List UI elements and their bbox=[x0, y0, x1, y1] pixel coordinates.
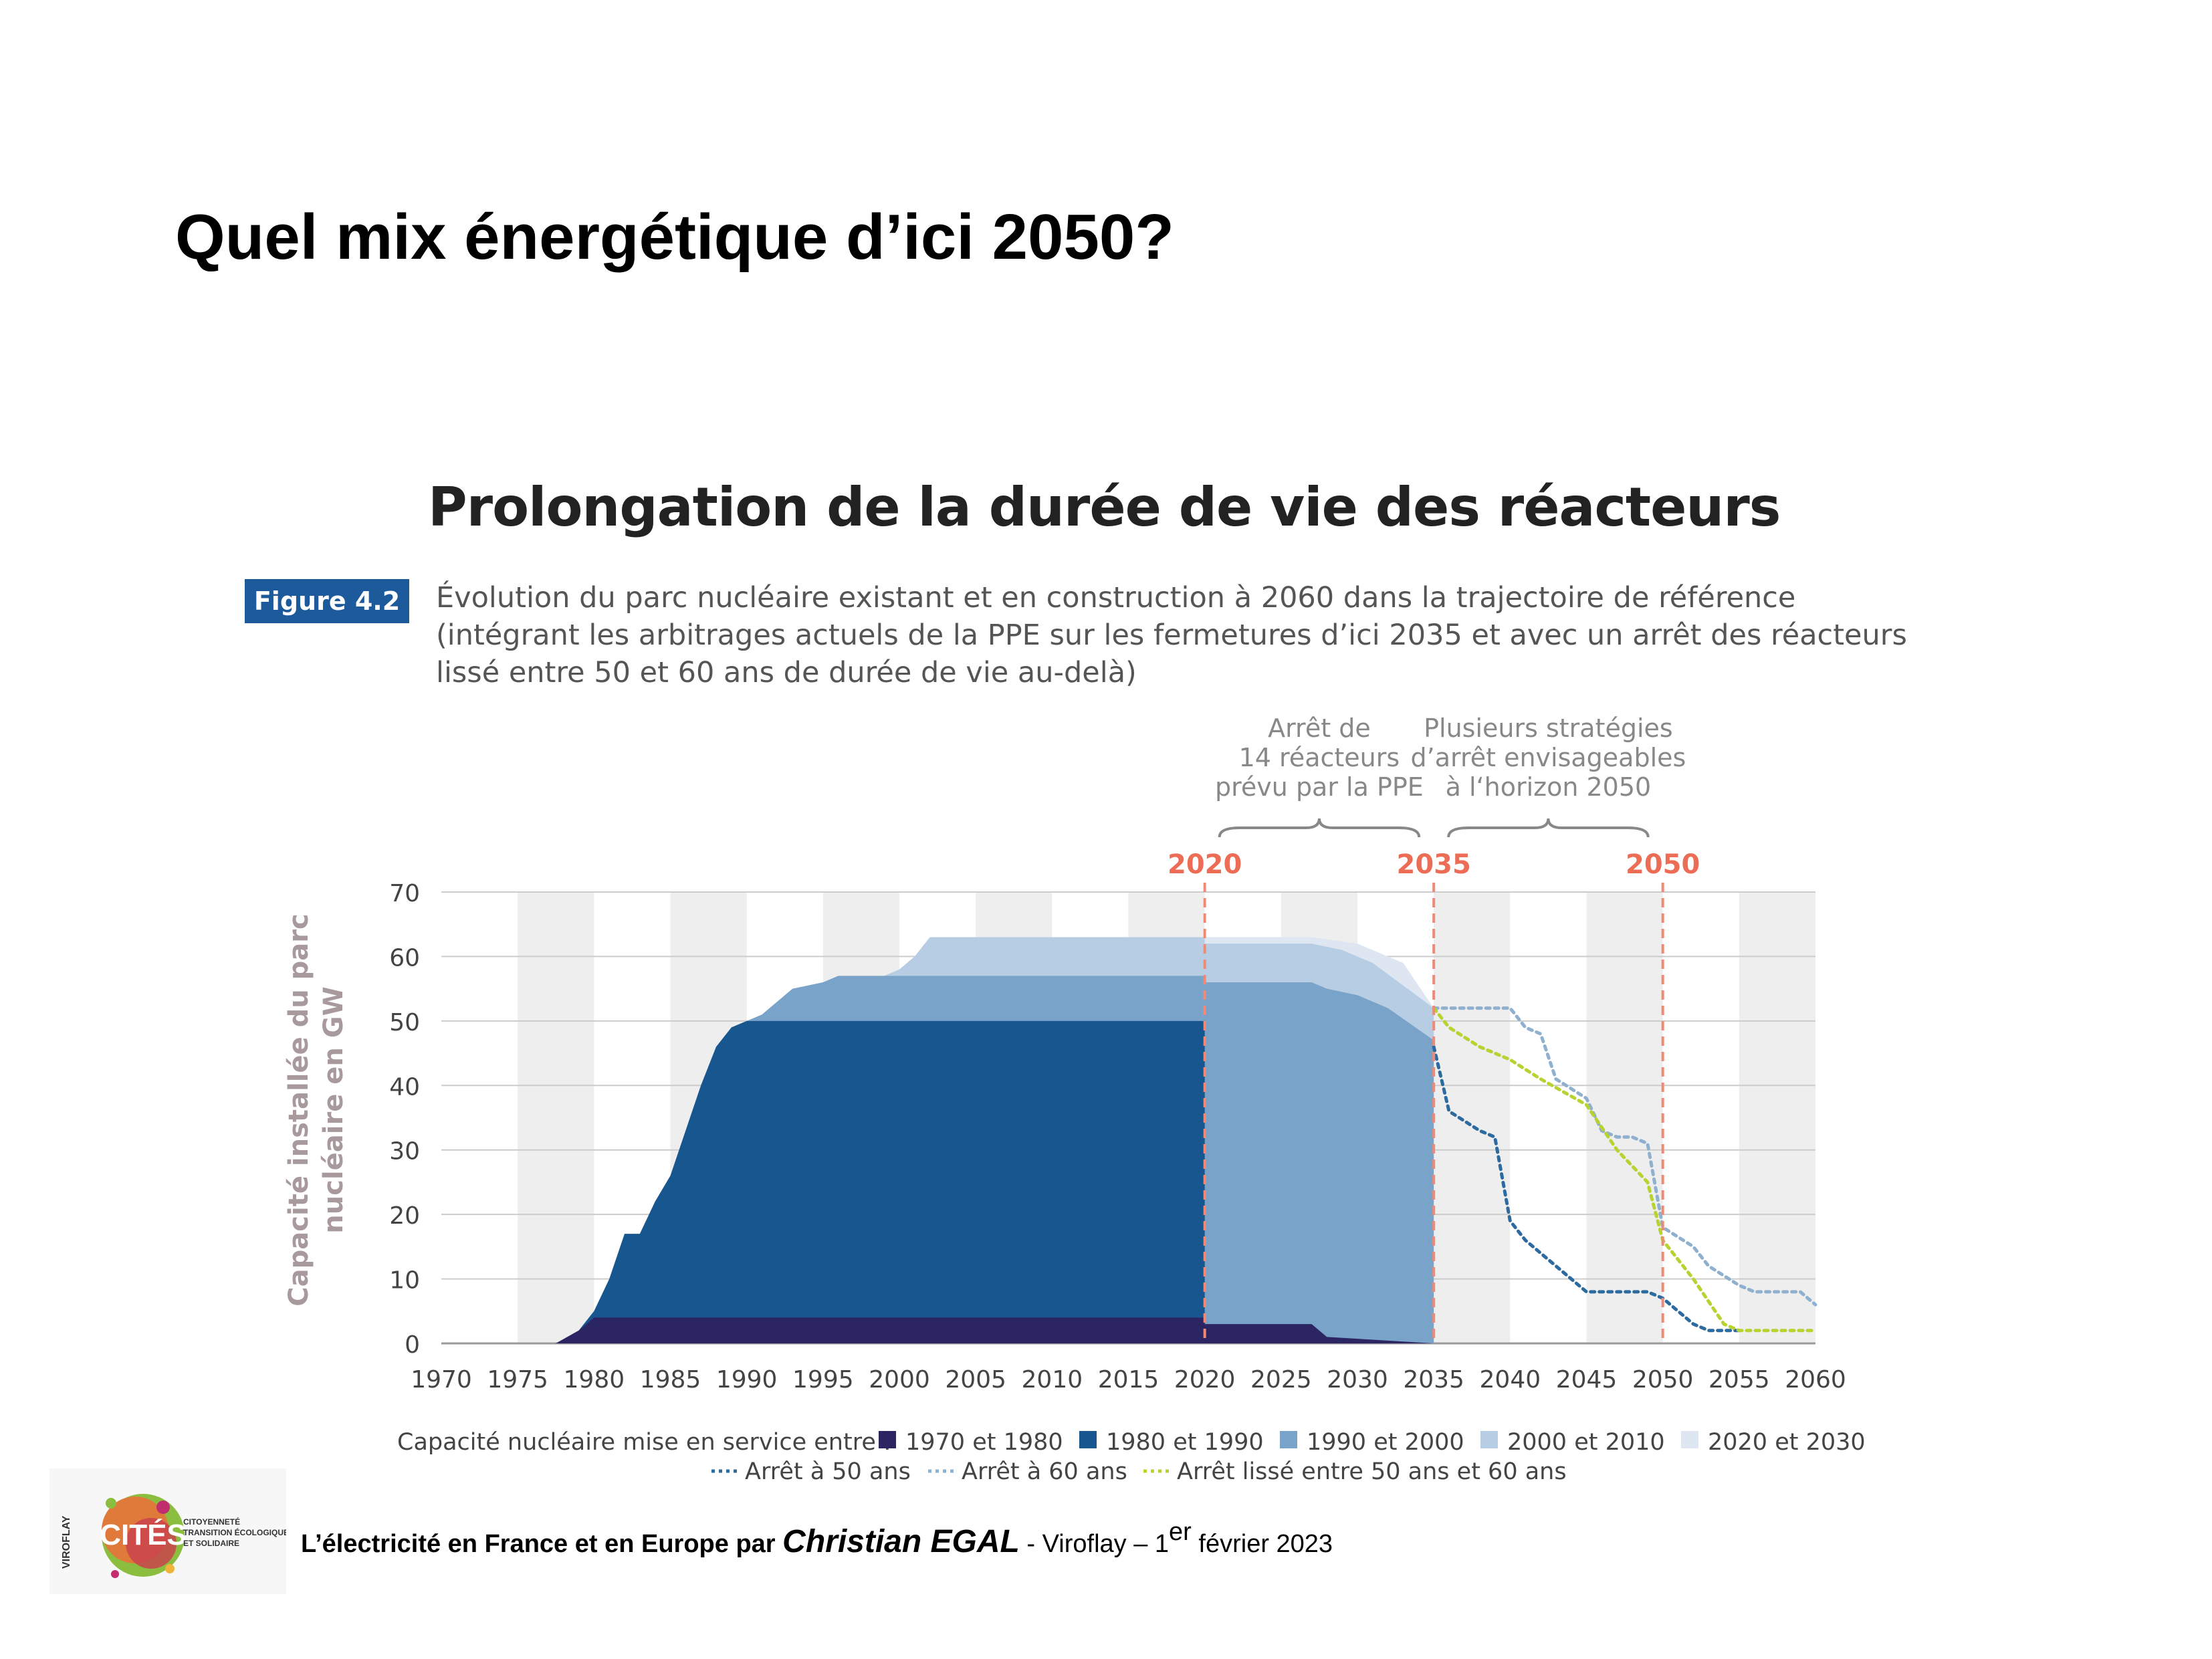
logo-tagline: TRANSITION ÉCOLOGIQUE bbox=[183, 1527, 286, 1537]
x-tick-label: 2010 bbox=[1022, 1366, 1083, 1394]
marker-label-2035: 2035 bbox=[1397, 849, 1471, 880]
y-tick-label: 70 bbox=[389, 880, 420, 907]
legend-label: 1990 et 2000 bbox=[1307, 1429, 1464, 1456]
x-tick-label: 1995 bbox=[792, 1366, 854, 1394]
annotation-text: prévu par la PPE bbox=[1215, 772, 1424, 802]
legend-label: Arrêt à 50 ans bbox=[745, 1458, 911, 1485]
legend-label: 1980 et 1990 bbox=[1106, 1429, 1264, 1456]
slide-title: Quel mix énergétique d’ici 2050? bbox=[175, 201, 1174, 273]
footer: L’électricité en France et en Europe par… bbox=[301, 1518, 1333, 1560]
x-tick-label: 2050 bbox=[1632, 1366, 1694, 1394]
y-tick-label: 50 bbox=[389, 1009, 420, 1036]
legend-label: Arrêt lissé entre 50 ans et 60 ans bbox=[1177, 1458, 1567, 1485]
logo-side-text: VIROFLAY bbox=[61, 1515, 72, 1569]
x-tick-label: 1980 bbox=[564, 1366, 625, 1394]
footer-title: L’électricité en France et en Europe par bbox=[301, 1530, 783, 1558]
grid-band bbox=[1434, 892, 1511, 1343]
y-tick-label: 40 bbox=[389, 1073, 420, 1101]
chart-heading: Prolongation de la durée de vie des réac… bbox=[428, 476, 1781, 538]
x-tick-label: 2030 bbox=[1327, 1366, 1388, 1394]
figure-badge: Figure 4.2 bbox=[245, 579, 409, 623]
legend-label: Arrêt à 60 ans bbox=[962, 1458, 1127, 1485]
x-tick-label: 2025 bbox=[1250, 1366, 1312, 1394]
x-tick-label: 2055 bbox=[1708, 1366, 1770, 1394]
y-axis-label: Capacité installée du parc nucléaire en G… bbox=[284, 913, 349, 1306]
legend-swatch bbox=[1480, 1431, 1498, 1448]
legend-label: 1970 et 1980 bbox=[905, 1429, 1063, 1456]
x-tick-label: 2020 bbox=[1174, 1366, 1236, 1394]
grid-band bbox=[518, 892, 594, 1343]
x-tick-label: 1970 bbox=[411, 1366, 472, 1394]
footer-date: février 2023 bbox=[1191, 1530, 1333, 1558]
marker-label-2050: 2050 bbox=[1626, 849, 1700, 880]
logo-tagline: CITOYENNETÉ bbox=[183, 1517, 240, 1527]
marker-label-2020: 2020 bbox=[1168, 849, 1242, 880]
line-Arrêt-à-60-ans bbox=[1432, 1006, 1817, 1307]
annotation-text: 14 réacteurs bbox=[1239, 743, 1400, 772]
footer-sup: er bbox=[1169, 1518, 1192, 1546]
x-tick-label: 2045 bbox=[1556, 1366, 1618, 1394]
y-tick-label: 0 bbox=[405, 1331, 420, 1359]
y-tick-label: 60 bbox=[389, 944, 420, 972]
x-tick-label: 2015 bbox=[1098, 1366, 1159, 1394]
x-tick-label: 1985 bbox=[640, 1366, 701, 1394]
annotation-text: à l‘horizon 2050 bbox=[1446, 772, 1652, 802]
annotation-text: Arrêt de bbox=[1268, 713, 1371, 743]
annotation-brace bbox=[1218, 818, 1421, 838]
x-tick-label: 2060 bbox=[1785, 1366, 1846, 1394]
annotation-text: Plusieurs stratégies bbox=[1424, 713, 1673, 743]
x-tick-label: 2035 bbox=[1403, 1366, 1464, 1394]
cites-logo: CITÉS VIROFLAY CITOYENNETÉ TRANSITION ÉC… bbox=[49, 1468, 286, 1594]
logo-main-text: CITÉS bbox=[100, 1518, 187, 1551]
area-1970-et-1980 bbox=[441, 1317, 1434, 1343]
legend-label: 2000 et 2010 bbox=[1507, 1429, 1665, 1456]
footer-place: - Viroflay – 1 bbox=[1019, 1530, 1170, 1558]
legend-label: 2020 et 2030 bbox=[1708, 1429, 1866, 1456]
line-Arrêt-à-50-ans bbox=[1432, 1044, 1741, 1333]
figure-caption-line: lissé entre 50 et 60 ans de durée de vie… bbox=[436, 656, 1137, 689]
figure-caption: Évolution du parc nucléaire existant et … bbox=[436, 579, 1974, 691]
area-1980-et-1990 bbox=[441, 1020, 1205, 1343]
legend-swatch bbox=[1280, 1431, 1297, 1448]
x-tick-label: 1990 bbox=[716, 1366, 778, 1394]
legend-swatch bbox=[1681, 1431, 1698, 1448]
y-tick-label: 20 bbox=[389, 1202, 420, 1230]
footer-author: Christian EGAL bbox=[782, 1524, 1020, 1559]
x-tick-label: 2040 bbox=[1480, 1366, 1541, 1394]
figure-caption-line: (intégrant les arbitrages actuels de la … bbox=[436, 619, 1907, 652]
figure-caption-line: Évolution du parc nucléaire existant et … bbox=[436, 581, 1796, 615]
x-tick-label: 2005 bbox=[945, 1366, 1006, 1394]
grid-band bbox=[1586, 892, 1663, 1343]
grid-band bbox=[1739, 892, 1815, 1343]
y-tick-label: 30 bbox=[389, 1138, 420, 1166]
legend-swatch bbox=[879, 1431, 896, 1448]
logo-tagline: ET SOLIDAIRE bbox=[183, 1539, 239, 1548]
y-tick-label: 10 bbox=[389, 1267, 420, 1295]
x-tick-label: 1975 bbox=[487, 1366, 548, 1394]
annotation-text: d’arrêt envisageables bbox=[1411, 743, 1686, 772]
line-Arrêt-lissé-entre-50-ans-et-60-ans bbox=[1432, 1006, 1817, 1333]
legend-swatch bbox=[1079, 1431, 1097, 1448]
legend-title: Capacité nucléaire mise en service entre… bbox=[397, 1429, 891, 1456]
annotation-brace bbox=[1447, 818, 1650, 838]
x-tick-label: 2000 bbox=[869, 1366, 930, 1394]
